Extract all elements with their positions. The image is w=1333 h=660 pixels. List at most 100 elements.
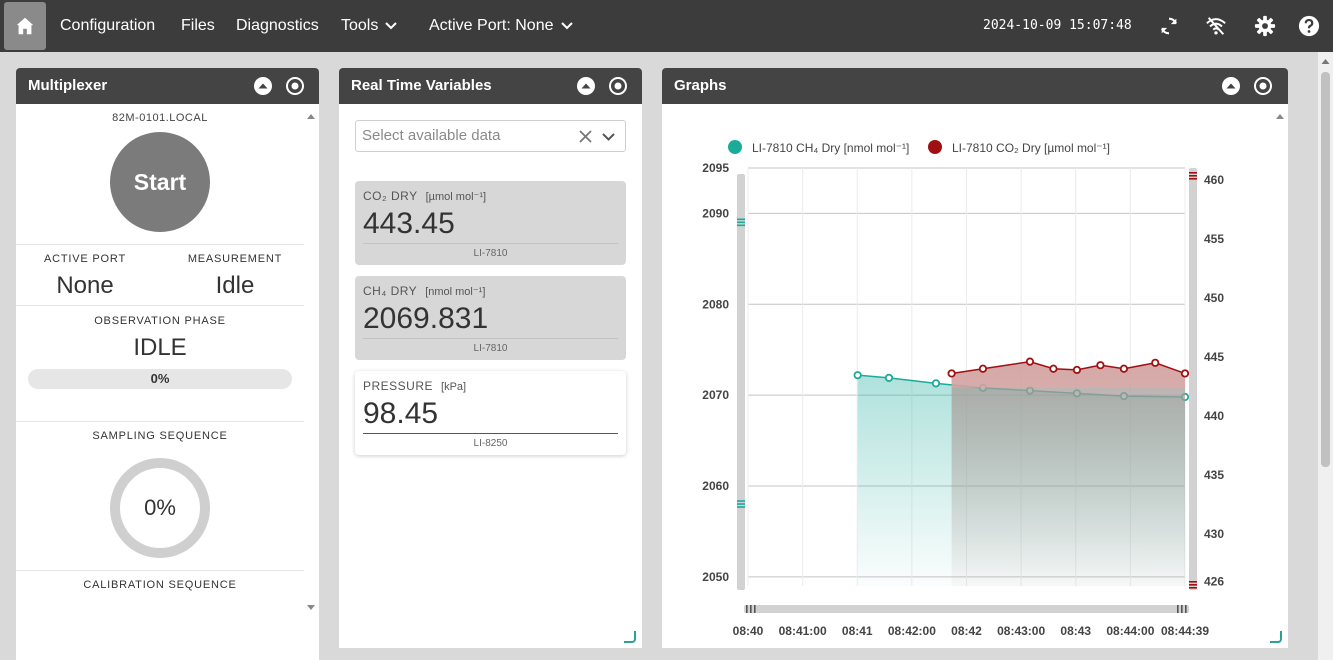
select-placeholder: Select available data <box>362 127 501 144</box>
axis-handle <box>1189 175 1197 177</box>
scroll-up-icon[interactable] <box>1321 58 1330 65</box>
graphs-panel: Graphs LI-7810 CH₄ Dry [nmol mol⁻¹] LI-7… <box>662 68 1288 648</box>
resize-handle[interactable] <box>624 631 636 643</box>
device-name: LI-7810 <box>363 338 618 358</box>
target-icon[interactable] <box>1253 76 1273 96</box>
legend-item-co2[interactable]: LI-7810 CO₂ Dry [µmol mol⁻¹] <box>928 140 1110 155</box>
nav-active-port-dropdown[interactable]: Active Port: None <box>429 0 574 52</box>
collapse-icon[interactable] <box>1221 76 1241 96</box>
x-tick-label: 08:40 <box>733 624 764 638</box>
scroll-up-icon[interactable] <box>306 112 316 120</box>
co2-point <box>1025 357 1035 366</box>
help-icon <box>1298 15 1320 37</box>
variable-unit: [µmol mol⁻¹] <box>425 191 487 203</box>
pressure-card[interactable]: PRESSURE [kPa] 98.45 LI-8250 <box>355 371 626 455</box>
axis-handle <box>746 605 748 613</box>
home-icon <box>16 17 34 35</box>
panel-title: Real Time Variables <box>351 77 492 94</box>
observation-phase-value: IDLE <box>133 334 187 361</box>
nav-configuration[interactable]: Configuration <box>60 0 155 52</box>
y-right-tick-label: 426 <box>1204 574 1224 588</box>
divider <box>16 570 304 571</box>
device-name: LI-8250 <box>363 433 618 453</box>
axis-handle <box>1189 178 1197 180</box>
phase-progress-bar: 0% <box>28 369 292 389</box>
variable-value: 2069.831 <box>363 302 489 335</box>
ch4-point <box>853 371 862 380</box>
wifi-button[interactable] <box>1204 14 1228 38</box>
start-button[interactable]: Start <box>110 132 210 232</box>
co2-band <box>951 361 1185 388</box>
ch4-point <box>884 373 894 383</box>
datetime-display: 2024-10-09 15:07:48 <box>983 18 1132 33</box>
target-icon[interactable] <box>285 76 305 96</box>
multiplexer-panel-header: Multiplexer <box>16 68 319 104</box>
variable-unit: [kPa] <box>441 381 467 393</box>
sampling-progress-ring: 0% <box>110 458 210 558</box>
y-right-tick-label: 455 <box>1204 232 1224 246</box>
co2-point <box>978 364 988 373</box>
measurement-value: Idle <box>215 272 255 299</box>
collapse-icon[interactable] <box>576 76 596 96</box>
chevron-down-icon <box>385 22 398 30</box>
page-scrollbar[interactable] <box>1318 52 1333 660</box>
rtv-body: Select available data CO₂ DRY [µmol mol⁻¹… <box>339 104 642 648</box>
axis-handle <box>737 503 745 505</box>
y-left-tick-label: 2060 <box>702 479 729 493</box>
axis-handle <box>750 605 752 613</box>
legend-item-ch4[interactable]: LI-7810 CH₄ Dry [nmol mol⁻¹] <box>728 140 909 155</box>
line-chart: 2095 2090 2080 2070 2060 2050 460 455 450 445 440 4… <box>702 161 1224 638</box>
y-right-tick-label: 430 <box>1204 527 1224 541</box>
sampling-progress-text: 0% <box>144 495 176 520</box>
sync-button[interactable] <box>1157 14 1181 38</box>
calibration-sequence-label: CALIBRATION SEQUENCE <box>83 579 237 591</box>
axis-handle <box>737 506 745 508</box>
data-select-input[interactable]: Select available data <box>355 120 626 152</box>
page-scrollbar-thumb[interactable] <box>1321 72 1330 467</box>
variable-name: PRESSURE <box>363 379 434 393</box>
multiplexer-body: 82M-0101.LOCAL Start ACTIVE PORT MEASURE… <box>16 104 319 660</box>
nav-files[interactable]: Files <box>181 0 215 52</box>
wifi-off-icon <box>1206 17 1226 35</box>
variable-name: CH₄ DRY <box>363 284 418 298</box>
graphs-panel-header: Graphs <box>662 68 1288 104</box>
co2-point <box>1119 364 1129 373</box>
axis-handle <box>1189 172 1197 174</box>
nav-diagnostics[interactable]: Diagnostics <box>236 0 319 52</box>
resize-handle[interactable] <box>1270 631 1282 643</box>
y-left-tick-label: 2050 <box>702 570 729 584</box>
scroll-down-icon[interactable] <box>306 604 316 612</box>
nav-tools-dropdown[interactable]: Tools <box>341 0 398 52</box>
co2-dry-card[interactable]: CO₂ DRY [µmol mol⁻¹] 443.45 LI-7810 <box>355 181 626 265</box>
clear-icon[interactable] <box>579 130 592 143</box>
y-left-tick-label: 2070 <box>702 388 729 402</box>
active-port-label: ACTIVE PORT <box>44 253 126 265</box>
collapse-icon[interactable] <box>253 76 273 96</box>
panel-title: Multiplexer <box>28 77 108 94</box>
axis-handle <box>737 224 745 227</box>
nav-files-label: Files <box>181 17 215 34</box>
home-button[interactable] <box>4 2 46 50</box>
axis-handle <box>737 218 745 221</box>
panel-title: Graphs <box>674 77 727 94</box>
help-button[interactable] <box>1297 14 1321 38</box>
legend-dot <box>928 140 942 154</box>
scroll-up-icon[interactable] <box>1275 112 1285 120</box>
legend-dot <box>728 140 742 154</box>
variable-name: CO₂ DRY <box>363 189 418 203</box>
y-right-tick-label: 460 <box>1204 173 1224 187</box>
target-icon[interactable] <box>608 76 628 96</box>
measurement-label: MEASUREMENT <box>187 253 283 265</box>
x-tick-label: 08:42:00 <box>888 624 936 638</box>
x-tick-label: 08:43:00 <box>997 624 1045 638</box>
legend-label: LI-7810 CH₄ Dry [nmol mol⁻¹] <box>752 141 910 155</box>
settings-button[interactable] <box>1253 14 1277 38</box>
chevron-down-icon[interactable] <box>602 131 615 142</box>
axis-handle <box>754 605 756 613</box>
x-tick-label: 08:42 <box>951 624 982 638</box>
ch4-dry-card[interactable]: CH₄ DRY [nmol mol⁻¹] 2069.831 LI-7810 <box>355 276 626 360</box>
co2-point <box>1049 364 1058 373</box>
chevron-down-icon <box>560 22 573 30</box>
co2-point <box>1096 361 1105 370</box>
host-name: 82M-0101.LOCAL <box>112 112 208 124</box>
